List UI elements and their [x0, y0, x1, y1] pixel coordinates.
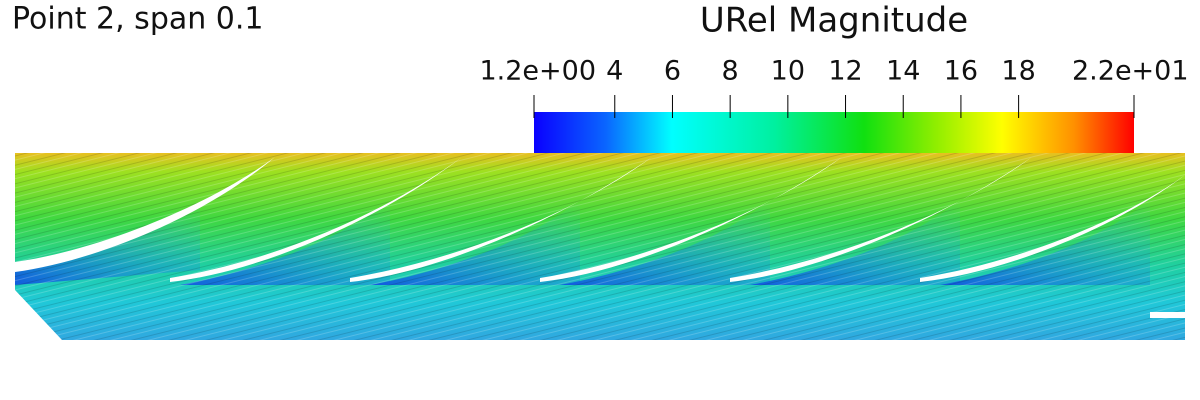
tick-label: 6: [664, 56, 681, 87]
legend-title: URel Magnitude: [700, 1, 968, 41]
flow-field: [15, 153, 1185, 340]
blades: [15, 157, 1185, 318]
color-legend: URel Magnitude 1.2e+00 4 6 8 10 12 14 16 18 2.2e+…: [479, 1, 1189, 153]
tick-label: 2.2e+01: [1072, 56, 1189, 87]
tick-label: 4: [606, 56, 623, 87]
tick-label: 18: [1001, 56, 1035, 87]
legend-ticks: 1.2e+00 4 6 8 10 12 14 16 18 2.2e+01: [479, 56, 1189, 118]
tick-label: 8: [722, 56, 739, 87]
view-title: Point 2, span 0.1: [12, 2, 264, 37]
tick-label: 14: [886, 56, 920, 87]
color-bar: [534, 112, 1134, 153]
tick-label: 16: [944, 56, 978, 87]
tick-label: 1.2e+00: [479, 56, 596, 87]
tick-label: 12: [828, 56, 862, 87]
tick-label: 10: [771, 56, 805, 87]
streamlines: [15, 153, 1185, 340]
